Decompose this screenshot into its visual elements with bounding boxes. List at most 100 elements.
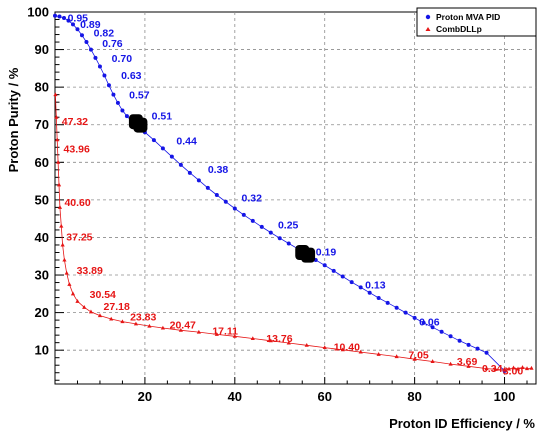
mva-cut-label: 0.82 (94, 27, 115, 39)
dll-point (56, 160, 61, 164)
series-layer (53, 13, 534, 373)
working-point-marker (133, 117, 148, 133)
dll-point (67, 282, 72, 286)
mva-point (66, 18, 71, 23)
mva-point (241, 212, 246, 217)
dll-point (286, 340, 291, 345)
dll-point (178, 327, 183, 332)
mva-point (448, 334, 453, 339)
mva-point (277, 236, 282, 241)
dll-point (109, 316, 114, 321)
working-point-marker (301, 247, 316, 263)
y-axis-title: Proton Purity / % (6, 67, 21, 172)
dll-point (82, 305, 87, 309)
mva-point (286, 241, 291, 246)
dll-cut-label: 47.32 (62, 116, 88, 128)
dll-point (56, 182, 62, 187)
dll-point (304, 342, 309, 347)
dll-point (268, 338, 273, 343)
dll-cut-label: 0.34 (482, 363, 503, 375)
dll-point (57, 205, 63, 209)
legend-dll-label: CombDLLp (436, 24, 482, 34)
dll-point (120, 319, 125, 324)
mva-point (160, 146, 165, 151)
mva-point (61, 16, 66, 21)
mva-point (106, 83, 111, 88)
x-tick-label: 40 (228, 389, 242, 404)
mva-point (124, 114, 129, 119)
dll-point (88, 309, 94, 314)
mva-point (178, 162, 183, 167)
dll-cut-label: 17.11 (212, 326, 238, 338)
legend-mva-marker (425, 14, 431, 20)
dll-point (59, 223, 64, 228)
mva-point (223, 199, 228, 204)
mva-point (385, 300, 390, 305)
mva-point (439, 329, 444, 334)
grid (55, 12, 536, 384)
mva-cut-label: 0.32 (242, 193, 263, 205)
legend-box (416, 7, 537, 37)
y-tick-label: 70 (35, 117, 49, 132)
y-tick-label: 100 (27, 5, 49, 20)
mva-cut-label: 0.57 (129, 90, 150, 102)
mva-point (376, 295, 381, 300)
mva-point (205, 185, 210, 190)
mva-cut-label: 0.70 (112, 53, 133, 65)
mva-point (430, 325, 435, 330)
dll-point (520, 365, 525, 369)
mva-point (111, 92, 116, 97)
legend-dll-marker (425, 27, 431, 31)
frame (54, 11, 537, 385)
dll-cut-label: 37.25 (66, 231, 92, 243)
x-tick-label: 60 (317, 389, 331, 404)
y-tick-label: 10 (35, 343, 49, 358)
mva-point (84, 40, 89, 45)
mva-cut-label: 0.44 (176, 136, 197, 148)
mva-point (232, 206, 237, 211)
dll-point (484, 366, 489, 371)
mva-cut-label: 0.89 (80, 19, 101, 31)
mva-point (88, 47, 93, 52)
y-tick-label: 20 (35, 305, 49, 320)
dll-point (64, 270, 69, 275)
dll-cut-label: 13.76 (266, 333, 292, 345)
mva-point (322, 263, 327, 268)
dll-point (133, 321, 139, 326)
dll-point (448, 361, 453, 366)
mva-point (250, 218, 255, 223)
dll-cut-label: 43.96 (64, 143, 90, 155)
dll-point (55, 137, 60, 142)
mva-point (169, 154, 174, 159)
mva-cut-label: 0.13 (365, 279, 386, 291)
dll-point (214, 332, 219, 336)
legend: Proton MVA PID CombDLLp (416, 7, 537, 37)
mva-point (394, 305, 399, 310)
mva-point (340, 274, 345, 279)
mva-point (268, 230, 273, 235)
dll-cut-label: 30.54 (90, 289, 116, 301)
dll-point (358, 349, 363, 354)
y-tick-label: 60 (35, 155, 49, 170)
y-tick-label: 40 (35, 230, 49, 245)
dll-point (412, 356, 417, 361)
dll-point (394, 354, 399, 359)
dll-point (147, 323, 152, 328)
mva-cut-label: 0.19 (316, 247, 337, 259)
dll-cut-label: 23.83 (130, 312, 156, 324)
mva-point (421, 320, 426, 325)
dll-cut-label: 3.00 (503, 365, 524, 377)
dll-point (322, 345, 327, 350)
point-labels: 0.950.890.820.76 0.70 0.63 0.570.51 0.44 0.38… (62, 12, 524, 377)
dll-point (70, 291, 76, 296)
dll-point (62, 257, 67, 262)
mva-point (403, 310, 408, 315)
mva-cut-label: 0.25 (278, 220, 299, 232)
mva-point (97, 64, 102, 69)
dll-point (430, 359, 435, 363)
dll-point (75, 299, 80, 303)
dll-cut-label: 7.05 (408, 350, 429, 362)
dll-point (340, 347, 345, 352)
x-tick-label: 80 (407, 389, 421, 404)
